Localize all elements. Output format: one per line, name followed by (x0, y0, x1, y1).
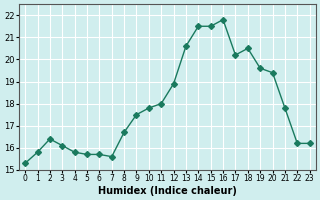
X-axis label: Humidex (Indice chaleur): Humidex (Indice chaleur) (98, 186, 237, 196)
